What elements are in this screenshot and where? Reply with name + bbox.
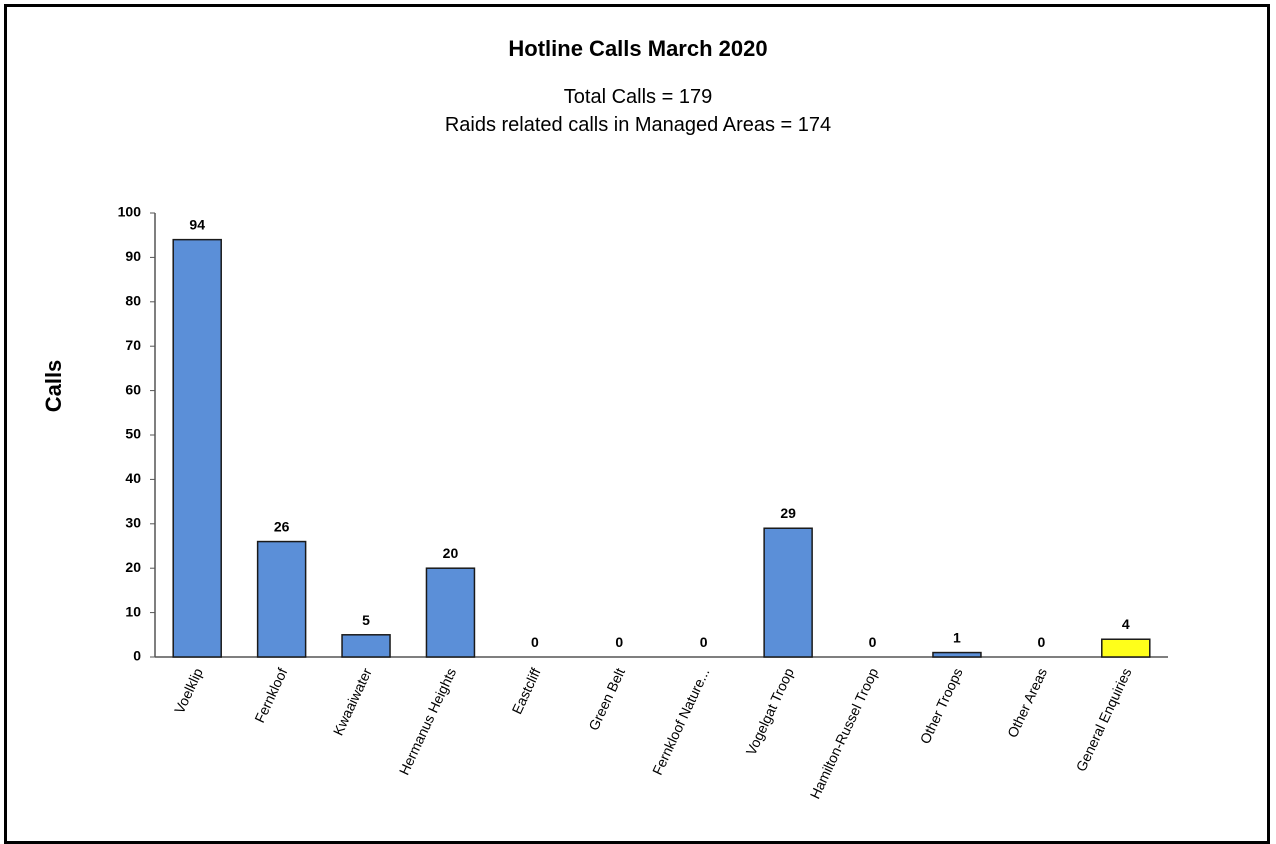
data-label: 5 xyxy=(362,612,370,628)
y-tick-label: 0 xyxy=(133,648,141,664)
category-label: General Enquiries xyxy=(1073,666,1135,774)
category-label: Green Belt xyxy=(585,665,628,733)
category-label: Kwaaiwater xyxy=(330,665,375,738)
y-tick-label: 20 xyxy=(125,559,141,575)
bars xyxy=(172,238,1151,658)
y-tick-label: 60 xyxy=(125,381,141,397)
data-label: 94 xyxy=(189,217,205,233)
data-label: 26 xyxy=(274,519,290,535)
category-label: Fernkloof xyxy=(251,665,290,725)
y-tick-label: 70 xyxy=(125,337,141,353)
category-label: Voelklip xyxy=(171,665,206,716)
data-label: 1 xyxy=(953,630,961,646)
category-label: Eastcliff xyxy=(508,665,543,716)
data-label: 29 xyxy=(780,505,796,521)
y-tick-label: 30 xyxy=(125,515,141,531)
y-tick-label: 100 xyxy=(118,204,142,220)
y-tick-label: 40 xyxy=(125,470,141,486)
bar xyxy=(1101,638,1151,658)
bar xyxy=(341,634,391,658)
data-labels: 94 26 5 20 0 0 0 29 0 1 0 4 xyxy=(189,217,1129,650)
y-tick-label: 80 xyxy=(125,293,141,309)
category-label: Fernkloof Nature... xyxy=(649,666,712,778)
y-tick-label: 50 xyxy=(125,426,141,442)
category-label: Other Areas xyxy=(1004,666,1050,740)
category-label: Hermanus Heights xyxy=(396,666,459,778)
chart-subtitle-total: Total Calls = 179 xyxy=(563,86,713,108)
bar xyxy=(425,567,476,658)
data-label: 20 xyxy=(443,545,459,561)
y-tick-label: 10 xyxy=(125,603,141,619)
y-tick-label: 90 xyxy=(125,248,141,264)
bar xyxy=(763,527,813,658)
chart-subtitle-raids: Raids related calls in Managed Areas = 1… xyxy=(444,114,832,136)
data-label: 4 xyxy=(1122,616,1130,632)
category-label: Vogelgat Troop xyxy=(743,665,797,757)
data-label: 0 xyxy=(869,634,877,650)
data-label: 0 xyxy=(1037,634,1045,650)
data-label: 0 xyxy=(531,634,539,650)
category-labels: Voelklip Fernkloof Kwaaiwater Hermanus Heig… xyxy=(171,665,1134,801)
category-label: Hamilton-Russel Troop xyxy=(807,665,882,801)
bar xyxy=(256,540,307,658)
category-label: Other Troops xyxy=(917,666,966,747)
y-axis-label: Calls xyxy=(41,360,66,413)
data-label: 0 xyxy=(700,634,708,650)
bar xyxy=(932,651,982,658)
bar xyxy=(172,238,222,658)
chart-title: Hotline Calls March 2020 xyxy=(508,36,768,61)
data-label: 0 xyxy=(615,634,623,650)
